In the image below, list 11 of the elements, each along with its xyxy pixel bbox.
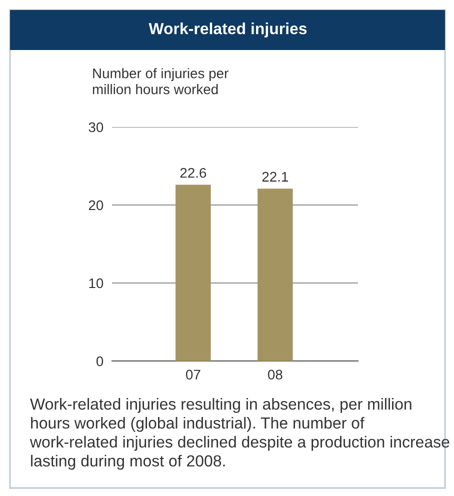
y-tick-label: 30: [88, 122, 104, 132]
chart-title: Work-related injuries: [148, 22, 307, 38]
data-label: 22.1: [262, 172, 288, 182]
y-tick-label: 10: [89, 278, 104, 288]
x-tick-label: 07: [186, 370, 200, 380]
text: Work-related injuries resulting in absences, per million hours worked (global industrial). The number of work-related injuries declined despite a production increase lasting during most of 2008.: [30, 398, 450, 470]
y-tick-label: 20: [88, 200, 104, 210]
x-tick-label: 08: [268, 370, 282, 380]
y-axis-title: Number of injuries per million hours worked: [92, 68, 228, 94]
data-label: 22.6: [180, 168, 206, 178]
y-tick-label: 0: [96, 356, 104, 366]
